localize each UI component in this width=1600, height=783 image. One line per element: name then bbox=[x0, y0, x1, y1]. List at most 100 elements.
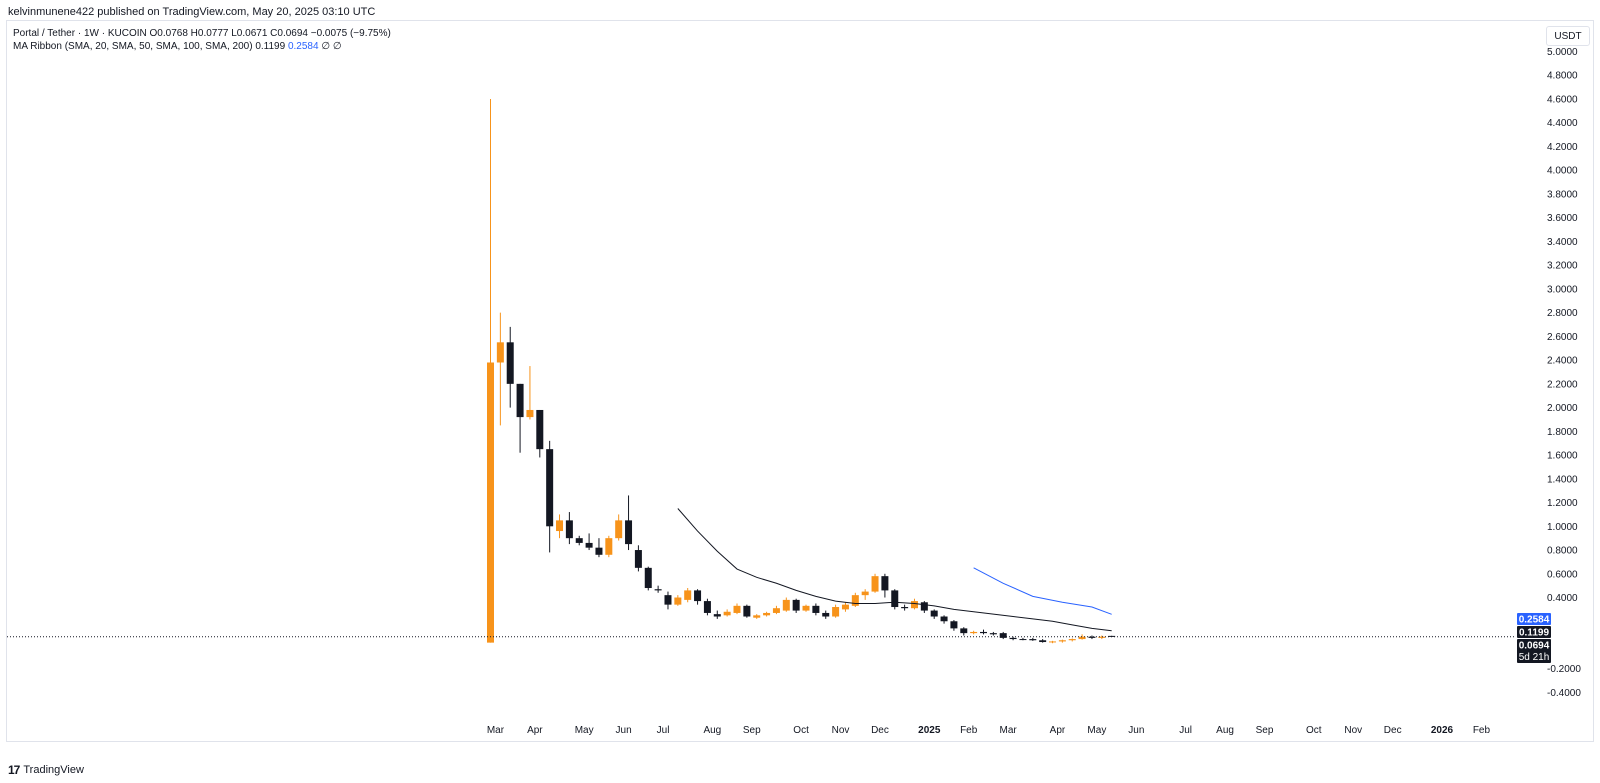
chart-legend: Portal / Tether · 1W · KUCOIN O0.0768 H0… bbox=[13, 27, 391, 53]
candle-body bbox=[684, 590, 692, 600]
candle-body bbox=[1078, 636, 1086, 640]
y-tick-label: 4.0000 bbox=[1547, 166, 1578, 177]
candle-body bbox=[1009, 637, 1017, 640]
y-axis: 5.0000 4.8000 4.6000 4.4000 4.2000 4.0000 3.80… bbox=[1547, 47, 1581, 699]
x-tick-label: Oct bbox=[1306, 725, 1322, 736]
candle bbox=[733, 603, 741, 615]
candle-body bbox=[960, 628, 968, 634]
candle-body bbox=[664, 595, 672, 605]
price-label: 0.0694 bbox=[1519, 641, 1550, 652]
y-tick-label: 2.6000 bbox=[1547, 332, 1578, 343]
y-tick-label: 3.2000 bbox=[1547, 261, 1578, 272]
candle-body bbox=[832, 607, 840, 617]
candle-body bbox=[575, 538, 583, 543]
candle bbox=[822, 610, 830, 619]
candle bbox=[772, 605, 780, 615]
candle bbox=[832, 604, 840, 618]
y-tick-label: 4.8000 bbox=[1547, 71, 1578, 82]
x-tick-label: May bbox=[575, 725, 594, 736]
x-tick-label: Mar bbox=[487, 725, 505, 736]
x-tick-label: Jul bbox=[1179, 725, 1192, 736]
candle bbox=[841, 602, 849, 612]
publish-info: kelvinmunene422 published on TradingView… bbox=[8, 6, 376, 18]
candle bbox=[575, 535, 583, 546]
candle-body bbox=[851, 595, 859, 606]
x-tick-label: Sep bbox=[1256, 725, 1274, 736]
y-tick-label: 1.4000 bbox=[1547, 474, 1578, 485]
candle-body bbox=[625, 520, 633, 545]
candle-body bbox=[487, 362, 494, 643]
candle bbox=[595, 538, 603, 558]
candle bbox=[644, 566, 652, 591]
candle-body bbox=[920, 602, 928, 611]
tradingview-logo-text: TradingView bbox=[23, 764, 84, 776]
y-tick-label: 1.8000 bbox=[1547, 427, 1578, 438]
y-tick-label: 2.0000 bbox=[1547, 403, 1578, 414]
candle bbox=[960, 627, 968, 636]
price-label-box bbox=[1517, 613, 1551, 625]
ma-ribbon-legend[interactable]: MA Ribbon (SMA, 20, SMA, 50, SMA, 100, S… bbox=[13, 40, 391, 53]
candle bbox=[634, 545, 642, 572]
tradingview-logo[interactable]: 17 TradingView bbox=[8, 763, 84, 777]
candle-body bbox=[881, 576, 889, 591]
candle-body bbox=[772, 608, 780, 613]
candle bbox=[753, 614, 761, 619]
candle-body bbox=[871, 576, 879, 592]
price-label: 0.2584 bbox=[1519, 615, 1550, 626]
x-tick-label: Nov bbox=[1344, 725, 1362, 736]
candle-body bbox=[1068, 639, 1076, 641]
y-tick-label: -0.4000 bbox=[1547, 688, 1581, 699]
candle bbox=[802, 604, 810, 612]
candle-body bbox=[753, 615, 761, 618]
candle-body bbox=[910, 601, 918, 609]
candle bbox=[1019, 637, 1027, 641]
y-tick-label: 3.6000 bbox=[1547, 213, 1578, 224]
x-tick-label: Jun bbox=[1128, 725, 1144, 736]
candle bbox=[763, 611, 771, 617]
x-tick-label: Nov bbox=[832, 725, 850, 736]
y-tick-label: 0.6000 bbox=[1547, 569, 1578, 580]
ma-ribbon-label: MA Ribbon (SMA, 20, SMA, 50, SMA, 100, S… bbox=[13, 41, 288, 52]
bar-countdown: 5d 21h bbox=[1519, 652, 1550, 663]
candle bbox=[1039, 639, 1047, 643]
candle-body bbox=[891, 590, 899, 608]
chart-frame bbox=[6, 20, 1594, 742]
candle bbox=[615, 514, 623, 541]
y-tick-label: 1.2000 bbox=[1547, 498, 1578, 509]
candle bbox=[1068, 638, 1076, 642]
candle bbox=[625, 495, 633, 551]
candle bbox=[536, 409, 544, 458]
ma-empty-values: ∅ ∅ bbox=[318, 41, 342, 52]
symbol-ohlc-line: Portal / Tether · 1W · KUCOIN O0.0768 H0… bbox=[13, 28, 391, 39]
candle bbox=[792, 598, 800, 613]
y-tick-label: 1.0000 bbox=[1547, 522, 1578, 533]
candle-body bbox=[802, 605, 810, 611]
candle-body bbox=[989, 633, 997, 635]
candle-body bbox=[1029, 639, 1037, 641]
candle bbox=[585, 533, 593, 551]
x-axis: Mar Apr May Jun Jul Aug Sep Oct Nov Dec 2025 Feb Mar… bbox=[487, 725, 1491, 736]
candle bbox=[881, 573, 889, 598]
candle-body bbox=[822, 612, 830, 617]
candle bbox=[910, 598, 918, 610]
currency-button[interactable]: USDT bbox=[1546, 26, 1590, 46]
candle-body bbox=[536, 409, 544, 450]
candle bbox=[1098, 635, 1106, 640]
y-tick-label: 2.8000 bbox=[1547, 308, 1578, 319]
candle bbox=[1088, 635, 1096, 640]
y-tick-label: 2.2000 bbox=[1547, 379, 1578, 390]
candle-body bbox=[1019, 639, 1027, 641]
price-label-box bbox=[1517, 626, 1551, 638]
candle bbox=[703, 598, 711, 616]
x-tick-label: Aug bbox=[1216, 725, 1234, 736]
price-label: 0.1199 bbox=[1519, 628, 1549, 639]
candle-body bbox=[1049, 641, 1057, 643]
candle-body bbox=[615, 520, 623, 539]
candle bbox=[654, 585, 662, 593]
candle bbox=[812, 603, 820, 616]
y-tick-label: 3.0000 bbox=[1547, 284, 1578, 295]
candle-body bbox=[940, 616, 948, 622]
candle bbox=[1029, 637, 1037, 641]
